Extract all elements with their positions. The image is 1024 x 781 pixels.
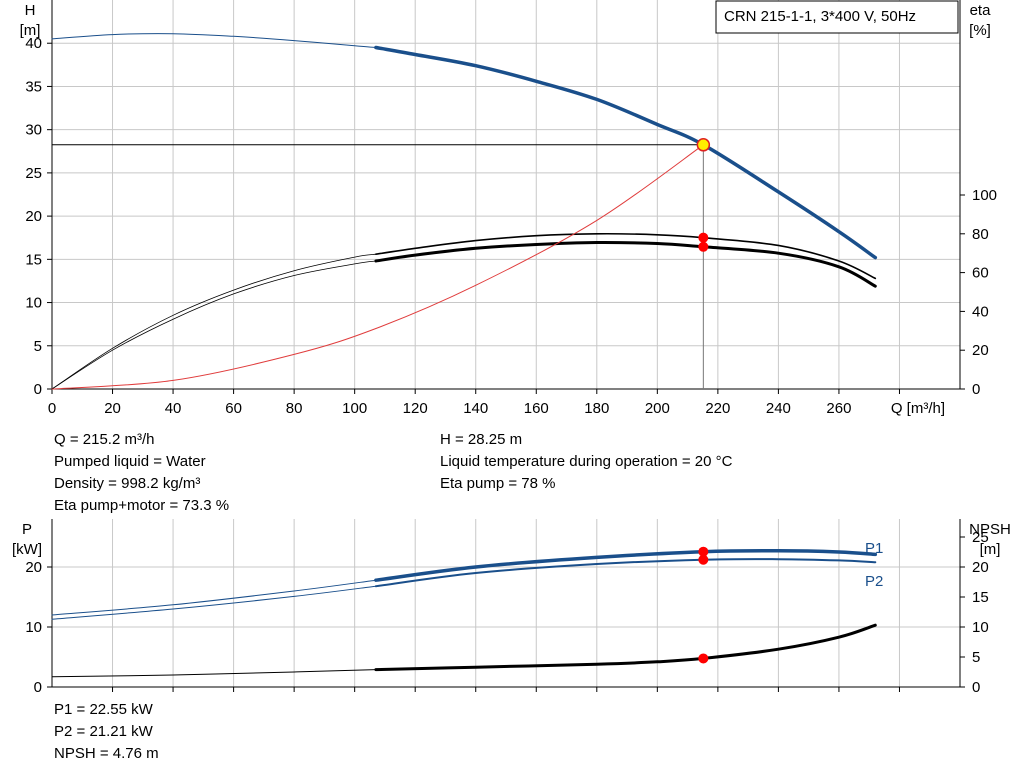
eta-pump-motor-curve [51, 260, 377, 390]
info-flow: Q = 215.2 m³/h [54, 431, 155, 448]
info-density: Density = 998.2 kg/m³ [54, 475, 201, 492]
right-tick-label: 20 [972, 342, 989, 359]
info-npsh: NPSH = 4.76 m [54, 745, 159, 762]
left-tick-label: 35 [25, 78, 42, 95]
eta-pump-motor-curve [374, 240, 877, 288]
left-axis-title: H [25, 2, 36, 19]
npsh-curve [374, 623, 877, 672]
left-axis-unit: [m] [20, 22, 41, 39]
power-marker [698, 653, 709, 664]
right-tick-label: 20 [972, 559, 989, 576]
p1-curve [374, 549, 878, 582]
x-tick-label: 40 [165, 400, 182, 417]
left-tick-label: 20 [25, 208, 42, 225]
right-tick-label: 80 [972, 226, 989, 243]
right-tick-label: 60 [972, 265, 989, 282]
left-tick-label: 5 [34, 338, 42, 355]
eta-marker [698, 232, 709, 243]
right-axis-title: NPSH [969, 521, 1011, 538]
left-axis-title: P [22, 521, 32, 538]
info-block-bottom: P1 = 22.55 kW P2 = 21.21 kW NPSH = 4.76 … [54, 699, 159, 765]
left-tick-label: 30 [25, 122, 42, 139]
x-tick-label: 140 [463, 400, 488, 417]
info-eta-pump: Eta pump = 78 % [440, 475, 556, 492]
p2-curve [374, 558, 877, 588]
right-tick-label: 15 [972, 589, 989, 606]
left-tick-label: 20 [25, 559, 42, 576]
legend-box [715, 0, 959, 34]
x-tick-label: 160 [524, 400, 549, 417]
x-axis-label: Q [m³/h] [891, 400, 945, 417]
left-tick-label: 25 [25, 165, 42, 182]
eta-marker [698, 241, 709, 252]
eta-pump-curve [51, 253, 377, 390]
left-tick-label: 0 [34, 679, 42, 696]
left-axis-unit: [kW] [12, 541, 42, 558]
right-tick-label: 10 [972, 619, 989, 636]
right-axis-unit: [m] [980, 541, 1001, 558]
system-curve-curve [51, 144, 704, 390]
info-p1: P1 = 22.55 kW [54, 701, 153, 718]
p2-curve [51, 585, 377, 620]
x-tick-label: 180 [584, 400, 609, 417]
x-tick-label: 120 [403, 400, 428, 417]
right-tick-label: 100 [972, 187, 997, 204]
x-tick-label: 240 [766, 400, 791, 417]
x-tick-label: 100 [342, 400, 367, 417]
x-tick-label: 60 [225, 400, 242, 417]
info-eta-pump-motor: Eta pump+motor = 73.3 % [54, 497, 230, 514]
p1-curve [51, 579, 377, 616]
left-tick-label: 0 [34, 381, 42, 398]
info-block-left: Q = 215.2 m³/h Pumped liquid = Water Den… [54, 429, 229, 517]
right-tick-label: 0 [972, 679, 980, 696]
power-marker [698, 546, 709, 557]
eta-pump-curve [375, 232, 877, 280]
left-tick-label: 15 [25, 251, 42, 268]
info-liquid-temperature: Liquid temperature during operation = 20… [440, 453, 733, 470]
power-marker [698, 554, 709, 565]
left-tick-label: 40 [25, 35, 42, 52]
right-tick-label: 0 [972, 381, 980, 398]
right-axis-unit: [%] [969, 22, 991, 39]
head-curve [374, 45, 878, 260]
p2-series-label: P2 [865, 573, 883, 590]
info-head: H = 28.25 m [440, 431, 523, 448]
info-p2: P2 = 21.21 kW [54, 723, 153, 740]
left-tick-label: 10 [25, 619, 42, 636]
x-tick-label: 20 [104, 400, 121, 417]
right-tick-label: 40 [972, 303, 989, 320]
p1-series-label: P1 [865, 540, 883, 557]
x-tick-label: 80 [286, 400, 303, 417]
operating-point-marker [696, 138, 711, 152]
right-tick-label: 25 [972, 529, 989, 546]
right-axis-title: eta [970, 2, 992, 19]
npsh-curve [51, 669, 377, 678]
x-tick-label: 0 [48, 400, 56, 417]
head-curve [51, 33, 377, 48]
x-tick-label: 200 [645, 400, 670, 417]
x-tick-label: 260 [826, 400, 851, 417]
legend-box-label: CRN 215-1-1, 3*400 V, 50Hz [724, 8, 916, 25]
right-tick-label: 5 [972, 649, 980, 666]
info-block-right: H = 28.25 m Liquid temperature during op… [440, 429, 732, 495]
left-tick-label: 10 [25, 295, 42, 312]
info-pumped-liquid: Pumped liquid = Water [54, 453, 206, 470]
x-tick-label: 220 [705, 400, 730, 417]
